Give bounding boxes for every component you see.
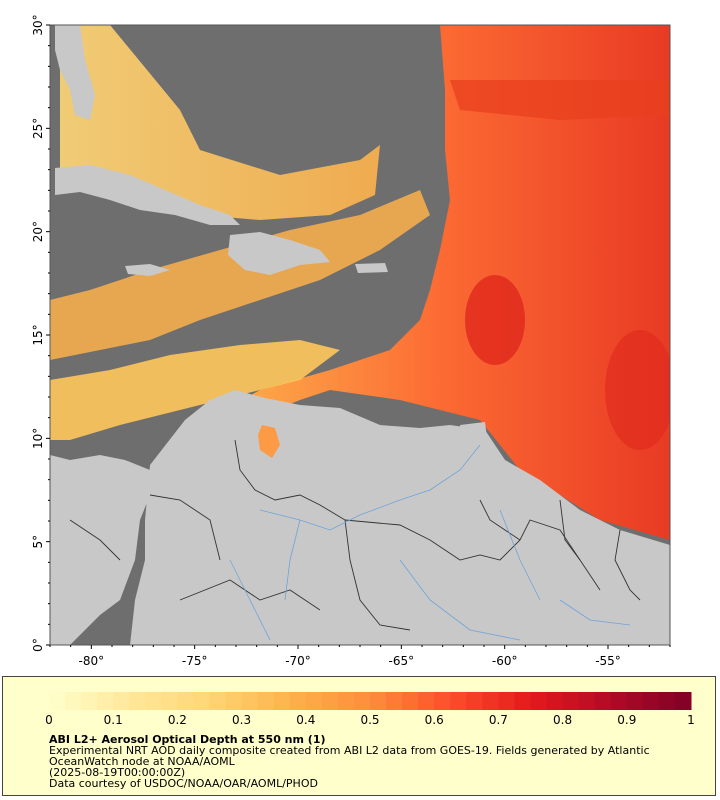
lat-tick-label: 20° [31, 221, 45, 242]
colorbar-swatch [161, 692, 178, 710]
lake-maracaibo [258, 425, 280, 458]
colorbar-swatch [305, 692, 323, 710]
lon-tick-label: -55° [595, 654, 621, 668]
colorbar-swatch [370, 692, 387, 710]
colorbar-swatch [530, 692, 548, 710]
colorbar-swatch [594, 692, 612, 710]
colorbar-swatch [434, 692, 451, 710]
colorbar-swatch [386, 692, 403, 710]
colorbar-swatch [674, 692, 692, 710]
legend-panel: 0 0.1 0.2 0.3 0.4 0.5 0.6 0.7 0.8 0.9 1 ABI L2+ Ae… [2, 676, 716, 796]
colorbar-tick-label: 0.3 [232, 713, 252, 727]
colorbar-swatch [81, 692, 98, 710]
map-plot-area [50, 25, 670, 645]
colorbar-swatch [402, 692, 419, 710]
colorbar-swatch [353, 692, 371, 710]
colorbar-tick-label: 0 [45, 713, 53, 727]
colorbar-swatch [466, 692, 483, 710]
colorbar-swatch [97, 692, 114, 710]
colorbar-tick-label: 1 [687, 713, 695, 727]
colorbar-swatch [113, 692, 130, 710]
lon-tick-label: -65° [389, 654, 415, 668]
legend-date: (2025-08-19T00:00:00Z) [49, 766, 186, 779]
colorbar-swatch [658, 692, 676, 710]
colorbar-tick-label: 0.1 [103, 713, 123, 727]
aerosol-plume-east [215, 25, 670, 540]
colorbar-swatch [177, 692, 194, 710]
colorbar-swatch [225, 692, 243, 710]
colorbar-tick-label: 0.6 [424, 713, 444, 727]
aerosol-core [465, 275, 525, 365]
aod-map: 0° 5° 10° 15° 20° 25° 30° -80° -75° -70° -65° -60°… [31, 14, 671, 668]
colorbar-swatch [129, 692, 146, 710]
aerosol-west-lower [50, 340, 340, 440]
lat-tick-label: 0° [31, 638, 45, 652]
lat-tick-label: 25° [31, 118, 45, 139]
legend-description: Experimental NRT AOD daily composite cre… [49, 744, 650, 757]
colorbar-swatch [514, 692, 531, 710]
aerosol-band-north [450, 80, 670, 120]
colorbar-swatch [642, 692, 660, 710]
latitude-axis: 0° 5° 10° 15° 20° 25° 30° [31, 14, 50, 652]
colorbar-tick-label: 0.7 [488, 713, 508, 727]
colorbar [49, 692, 692, 710]
colorbar-swatch [49, 692, 66, 710]
aerosol-west-north [60, 25, 380, 220]
longitude-axis: -80° -75° -70° -65° -60° -55° [49, 645, 671, 668]
legend-text: ABI L2+ Aerosol Optical Depth at 550 nm … [49, 734, 709, 789]
colorbar-tick-label: 0.2 [167, 713, 187, 727]
colorbar-swatch [337, 692, 355, 710]
lon-tick-label: -70° [285, 654, 311, 668]
legend-credit: Data courtesy of USDOC/NOAA/OAR/AOML/PHO… [49, 777, 318, 790]
colorbar-tick-label: 0.4 [296, 713, 316, 727]
colorbar-tick-label: 0.9 [617, 713, 637, 727]
colorbar-swatch [65, 692, 82, 710]
colorbar-swatch [145, 692, 162, 710]
national-borders [69, 439, 641, 631]
land-jamaica [125, 264, 170, 276]
colorbar-swatch [273, 692, 291, 710]
lat-tick-label: 5° [31, 535, 45, 549]
aerosol-core-east [605, 330, 670, 450]
colorbar-swatch [562, 692, 580, 710]
land-puerto-rico [355, 263, 388, 273]
colorbar-swatch [321, 692, 339, 710]
colorbar-swatch [257, 692, 275, 710]
colorbar-swatch [578, 692, 596, 710]
colorbar-swatch [209, 692, 227, 710]
colorbar-swatch [546, 692, 564, 710]
rivers [229, 444, 631, 641]
land-florida [55, 25, 95, 120]
land-central-america [50, 455, 150, 645]
land-hispaniola [228, 232, 330, 275]
legend-description-cont: OceanWatch node at NOAA/AOML [49, 755, 235, 768]
colorbar-swatch [498, 692, 515, 710]
lat-tick-label: 30° [31, 14, 45, 35]
aerosol-west-band [50, 190, 430, 360]
legend-title: ABI L2+ Aerosol Optical Depth at 550 nm … [49, 733, 326, 746]
colorbar-swatch [193, 692, 210, 710]
colorbar-tick-label: 0.8 [553, 713, 573, 727]
lat-tick-label: 10° [31, 428, 45, 449]
land-cuba [55, 165, 240, 225]
colorbar-swatch [482, 692, 499, 710]
colorbar-swatch [418, 692, 435, 710]
lon-tick-label: -75° [182, 654, 208, 668]
land-south-america [130, 390, 670, 645]
colorbar-swatch [610, 692, 628, 710]
lat-tick-label: 15° [31, 324, 45, 345]
colorbar-tick-label: 0.5 [360, 713, 380, 727]
lon-tick-label: -60° [492, 654, 518, 668]
colorbar-swatch [289, 692, 307, 710]
land-trinidad [460, 422, 487, 440]
colorbar-swatch [241, 692, 259, 710]
lon-tick-label: -80° [79, 654, 105, 668]
colorbar-swatch [450, 692, 467, 710]
colorbar-swatch [626, 692, 644, 710]
